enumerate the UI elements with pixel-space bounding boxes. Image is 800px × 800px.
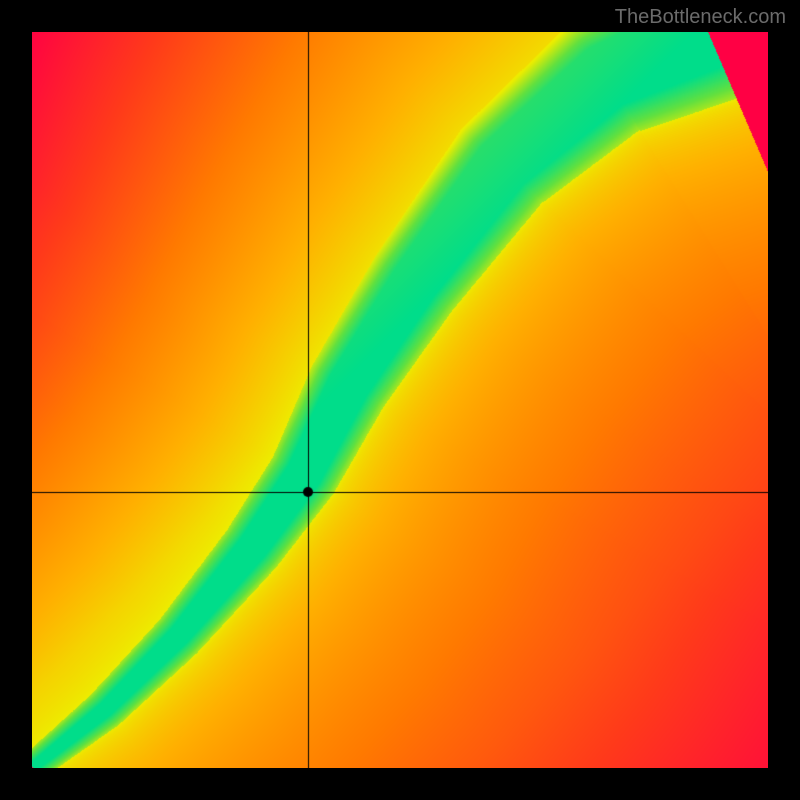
watermark-label: TheBottleneck.com — [615, 6, 786, 29]
plot-area — [32, 32, 768, 768]
bottleneck-heatmap — [32, 32, 768, 768]
chart-container: TheBottleneck.com — [0, 0, 800, 800]
